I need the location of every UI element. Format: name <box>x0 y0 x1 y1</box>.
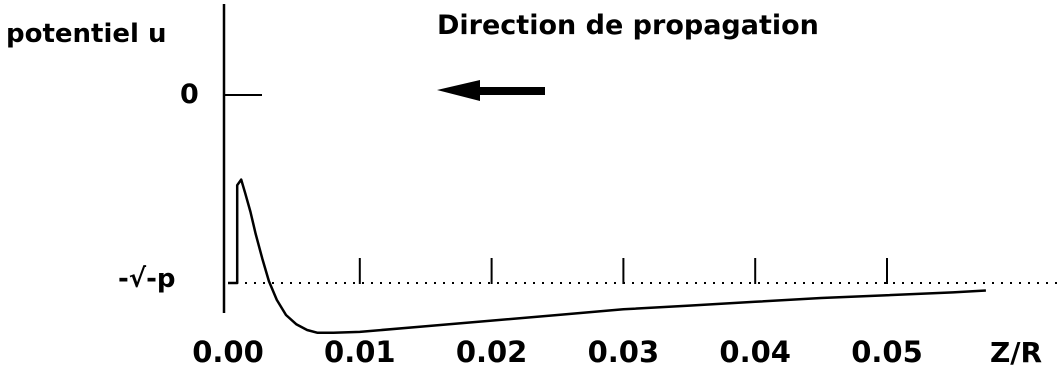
left-arrow-icon <box>437 80 545 101</box>
chart-title: Direction de propagation <box>437 10 819 41</box>
direction-arrow <box>437 80 545 101</box>
y-axis-title: potentiel u <box>6 19 167 49</box>
y-tick-label-zero: 0 <box>180 79 199 110</box>
x-tick-label: 0.03 <box>588 335 660 365</box>
x-tick-label: 0.04 <box>719 335 791 365</box>
x-tick-label: 0.02 <box>456 335 528 365</box>
x-tick-labels: 0.00 0.01 0.02 0.03 0.04 0.05 <box>192 335 923 365</box>
x-tick-label: 0.01 <box>324 335 396 365</box>
potential-curve <box>228 178 986 335</box>
x-tick-marks <box>358 258 888 284</box>
x-axis-title: Z/R <box>990 336 1042 365</box>
x-tick-label: 0.05 <box>851 335 923 365</box>
y-tick-label-sqrt-p: -√-p <box>118 264 176 294</box>
x-tick-label: 0.00 <box>192 335 264 365</box>
